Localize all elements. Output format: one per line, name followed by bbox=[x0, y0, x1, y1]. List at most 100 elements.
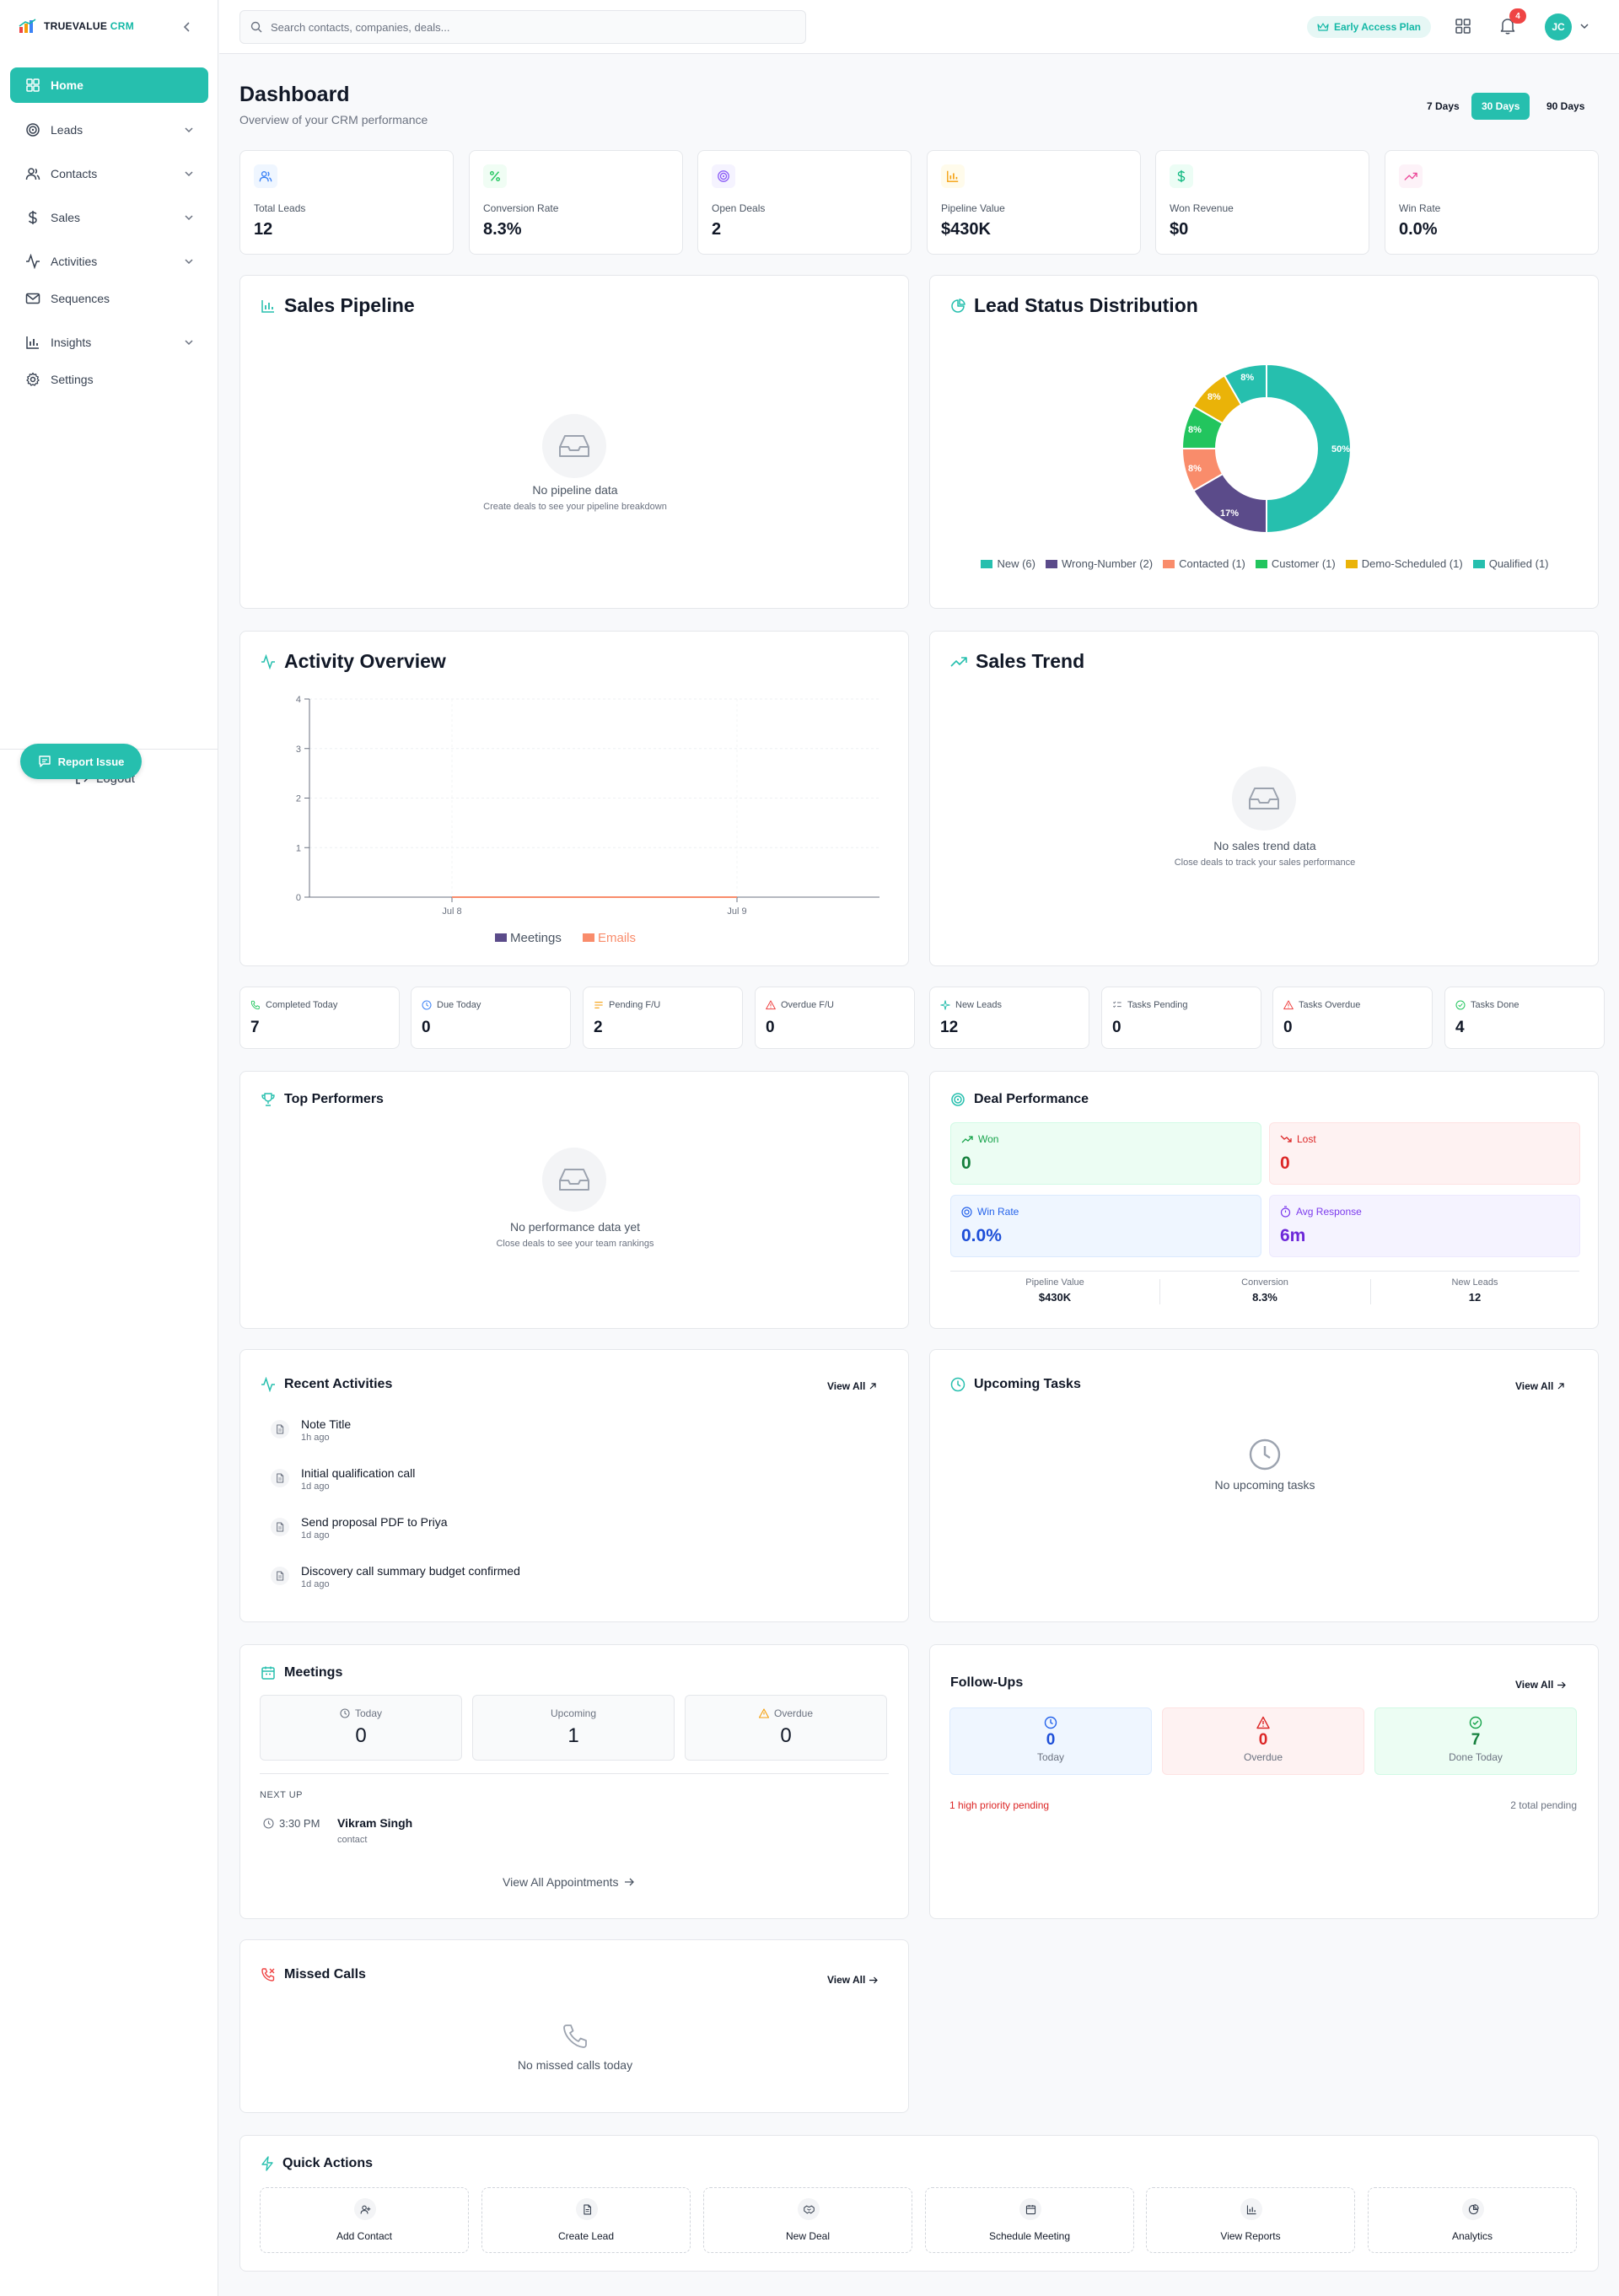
percent-icon bbox=[490, 171, 500, 181]
sidebar-item-insights[interactable]: Insights bbox=[10, 325, 208, 360]
kpi-card[interactable]: Won Revenue $0 bbox=[1155, 150, 1369, 255]
list-item[interactable]: Discovery call summary budget confirmed 1… bbox=[271, 1564, 520, 1589]
activity-time: 1d ago bbox=[301, 1579, 330, 1589]
list-item[interactable]: Initial qualification call 1d ago bbox=[271, 1466, 415, 1492]
meetings-overdue-stat: Overdue 0 bbox=[685, 1695, 887, 1761]
sidebar-item-sequences[interactable]: Sequences bbox=[10, 281, 208, 316]
activity-icon bbox=[261, 653, 275, 669]
sidebar-item-contacts[interactable]: Contacts bbox=[10, 156, 208, 191]
alert-triangle-icon bbox=[766, 1000, 776, 1010]
list-item[interactable]: Send proposal PDF to Priya 1d ago bbox=[271, 1515, 448, 1541]
stat-value: 12 bbox=[1468, 1291, 1482, 1304]
apps-grid-icon[interactable] bbox=[1454, 17, 1472, 35]
logo-bars-icon bbox=[19, 19, 36, 33]
mini-stat-card[interactable]: Due Today 0 bbox=[411, 987, 571, 1049]
view-all-activities-link[interactable]: View All bbox=[827, 1380, 877, 1392]
lost-stat: Lost 0 bbox=[1269, 1122, 1580, 1185]
top-bar: Early Access Plan 4 JC bbox=[219, 0, 1619, 54]
donut-slice-label: 50% bbox=[1331, 444, 1350, 454]
range-90-days[interactable]: 90 Days bbox=[1546, 100, 1585, 112]
legend-item[interactable]: New (6) bbox=[981, 557, 1035, 570]
chevron-down-icon[interactable] bbox=[1579, 20, 1590, 32]
report-issue-button[interactable]: Report Issue bbox=[20, 744, 142, 779]
mini-stat-card[interactable]: Pending F/U 2 bbox=[583, 987, 743, 1049]
legend-item[interactable]: Demo-Scheduled (1) bbox=[1345, 557, 1463, 570]
quick-action-add-contact[interactable]: Add Contact bbox=[260, 2187, 469, 2253]
kpi-card[interactable]: Conversion Rate 8.3% bbox=[469, 150, 683, 255]
phone-missed-icon bbox=[261, 1968, 275, 1981]
sidebar-item-sales[interactable]: Sales bbox=[10, 200, 208, 235]
quick-action-new-deal[interactable]: New Deal bbox=[703, 2187, 912, 2253]
quick-action-view-reports[interactable]: View Reports bbox=[1146, 2187, 1355, 2253]
sidebar-item-activities[interactable]: Activities bbox=[10, 244, 208, 279]
quick-action-schedule-meeting[interactable]: Schedule Meeting bbox=[925, 2187, 1134, 2253]
kpi-card[interactable]: Pipeline Value $430K bbox=[927, 150, 1141, 255]
activity-title: Send proposal PDF to Priya bbox=[301, 1515, 448, 1529]
plan-badge[interactable]: Early Access Plan bbox=[1307, 16, 1431, 38]
avatar[interactable]: JC bbox=[1545, 13, 1572, 40]
section-title-text: Recent Activities bbox=[284, 1377, 393, 1391]
legend-label: Demo-Scheduled (1) bbox=[1361, 557, 1463, 570]
donut-slice[interactable] bbox=[1266, 363, 1352, 535]
mini-stat-card[interactable]: Tasks Overdue 0 bbox=[1272, 987, 1433, 1049]
mini-stat-card[interactable]: Tasks Done 4 bbox=[1444, 987, 1605, 1049]
search-input[interactable] bbox=[271, 20, 777, 34]
mini-stat-card[interactable]: Completed Today 7 bbox=[239, 987, 400, 1049]
dollar-icon bbox=[1177, 169, 1186, 183]
range-7-days[interactable]: 7 Days bbox=[1427, 100, 1460, 112]
mini-stat-card[interactable]: Tasks Pending 0 bbox=[1101, 987, 1261, 1049]
mini-stat-card[interactable]: Overdue F/U 0 bbox=[755, 987, 915, 1049]
stat-label: Done Today bbox=[1449, 1751, 1503, 1763]
legend-swatch bbox=[981, 559, 993, 568]
section-title-text: Upcoming Tasks bbox=[974, 1377, 1081, 1391]
sidebar-item-label: Leads bbox=[51, 123, 83, 137]
quick-action-icon-wrap bbox=[354, 2198, 376, 2220]
view-all-label: View All bbox=[1515, 1380, 1554, 1392]
stat-value: 0 bbox=[355, 1724, 367, 1747]
legend-label: Contacted (1) bbox=[1179, 557, 1245, 570]
quick-action-create-lead[interactable]: Create Lead bbox=[481, 2187, 691, 2253]
legend-item[interactable]: Qualified (1) bbox=[1472, 557, 1549, 570]
trending-up-icon bbox=[1404, 172, 1417, 180]
kpi-card[interactable]: Total Leads 12 bbox=[239, 150, 454, 255]
quick-action-label: Analytics bbox=[1451, 2230, 1493, 2242]
next-meeting-name[interactable]: Vikram Singh bbox=[337, 1816, 413, 1830]
kpi-value: 2 bbox=[712, 220, 722, 239]
app-logo[interactable]: TRUEVALUE CRM bbox=[19, 19, 134, 34]
lightning-icon bbox=[261, 2156, 273, 2171]
view-all-appointments-link[interactable]: View All Appointments bbox=[503, 1875, 634, 1889]
sidebar-item-leads[interactable]: Leads bbox=[10, 112, 208, 148]
sidebar-item-home[interactable]: Home bbox=[10, 67, 208, 103]
mini-stat-card[interactable]: New Leads 12 bbox=[929, 987, 1089, 1049]
won-label: Won bbox=[961, 1133, 998, 1145]
range-30-days[interactable]: 30 Days bbox=[1471, 93, 1530, 120]
view-all-tasks-link[interactable]: View All bbox=[1515, 1380, 1565, 1392]
kpi-card[interactable]: Win Rate 0.0% bbox=[1385, 150, 1599, 255]
view-all-label: View All bbox=[1515, 1679, 1554, 1691]
sidebar-item-settings[interactable]: Settings bbox=[10, 362, 208, 397]
kpi-icon-wrap bbox=[254, 164, 277, 188]
bell-icon[interactable] bbox=[1498, 15, 1518, 35]
arrow-up-right-icon bbox=[1557, 1383, 1564, 1390]
sidebar-item-label: Home bbox=[51, 78, 83, 92]
lost-label: Lost bbox=[1280, 1133, 1316, 1145]
legend-item[interactable]: Customer (1) bbox=[1255, 557, 1336, 570]
mini-stat-label-text: Tasks Pending bbox=[1127, 1000, 1188, 1010]
missed-calls-card: Missed Calls View All No missed calls to… bbox=[239, 1939, 909, 2113]
search-bar[interactable] bbox=[239, 10, 806, 44]
legend-item[interactable]: Wrong-Number (2) bbox=[1046, 557, 1153, 570]
meetings-title: Meetings bbox=[261, 1665, 342, 1680]
kpi-card[interactable]: Open Deals 2 bbox=[697, 150, 912, 255]
view-all-missed-calls-link[interactable]: View All bbox=[827, 1974, 879, 1986]
list-item[interactable]: Note Title 1h ago bbox=[271, 1417, 351, 1443]
collapse-sidebar-icon[interactable] bbox=[179, 19, 196, 35]
legend-item[interactable]: Contacted (1) bbox=[1163, 557, 1245, 570]
calendar-icon bbox=[1025, 2204, 1035, 2214]
note-icon-wrap bbox=[271, 1420, 289, 1438]
donut-slice[interactable] bbox=[1223, 363, 1267, 406]
meetings-card: Meetings bbox=[239, 1644, 909, 1919]
report-issue-label: Report Issue bbox=[57, 755, 125, 768]
view-all-follow-ups-link[interactable]: View All bbox=[1515, 1679, 1567, 1691]
quick-action-analytics[interactable]: Analytics bbox=[1368, 2187, 1577, 2253]
legend-swatch bbox=[1345, 559, 1358, 568]
